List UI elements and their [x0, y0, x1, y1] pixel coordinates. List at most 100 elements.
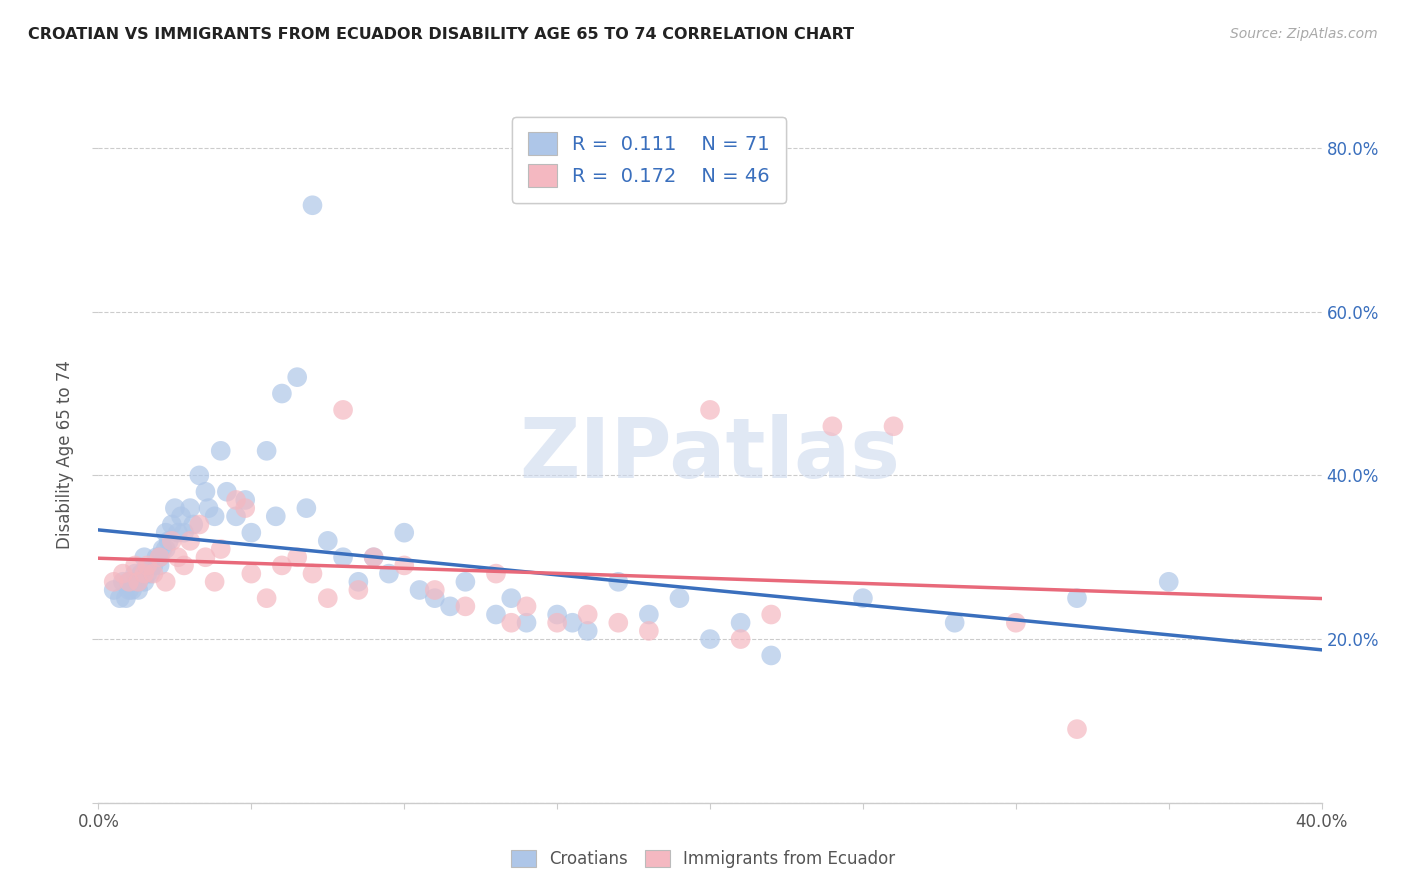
Point [163, 501, 186, 516]
Point [423, 591, 446, 606]
Point [516, 599, 538, 614]
Point [516, 615, 538, 630]
Point [378, 566, 401, 581]
Point [759, 607, 782, 622]
Point [285, 370, 308, 384]
Point [240, 566, 263, 581]
Point [1004, 615, 1026, 630]
Point [149, 550, 172, 565]
Text: Source: ZipAtlas.com: Source: ZipAtlas.com [1230, 27, 1378, 41]
Point [561, 615, 583, 630]
Point [699, 632, 721, 646]
Y-axis label: Disability Age 65 to 74: Disability Age 65 to 74 [56, 360, 75, 549]
Point [149, 550, 172, 565]
Point [316, 533, 339, 548]
Point [485, 607, 508, 622]
Point [759, 648, 782, 663]
Point [637, 607, 661, 622]
Point [155, 525, 177, 540]
Text: ZIPatlas: ZIPatlas [520, 415, 900, 495]
Point [179, 501, 201, 516]
Point [347, 582, 370, 597]
Point [204, 509, 226, 524]
Point [118, 574, 141, 589]
Point [155, 574, 177, 589]
Point [118, 574, 141, 589]
Point [332, 550, 354, 565]
Point [179, 533, 201, 548]
Point [347, 574, 370, 589]
Point [225, 509, 247, 524]
Point [173, 558, 195, 573]
Point [454, 599, 477, 614]
Point [439, 599, 461, 614]
Point [167, 525, 190, 540]
Point [316, 591, 339, 606]
Point [103, 574, 125, 589]
Point [730, 615, 752, 630]
Point [546, 615, 568, 630]
Point [1066, 722, 1088, 736]
Point [129, 566, 152, 581]
Point [142, 566, 165, 581]
Point [285, 550, 308, 565]
Legend: R =  0.111    N = 71, R =  0.172    N = 46: R = 0.111 N = 71, R = 0.172 N = 46 [512, 117, 786, 202]
Point [233, 492, 256, 507]
Point [699, 403, 721, 417]
Point [668, 591, 690, 606]
Point [454, 574, 477, 589]
Point [181, 517, 204, 532]
Point [501, 591, 523, 606]
Point [883, 419, 905, 434]
Point [134, 566, 156, 581]
Point [295, 501, 318, 516]
Point [363, 550, 385, 565]
Point [121, 582, 143, 597]
Point [209, 542, 232, 557]
Point [194, 550, 217, 565]
Point [139, 566, 162, 581]
Point [392, 558, 416, 573]
Point [332, 403, 354, 417]
Point [821, 419, 844, 434]
Point [256, 443, 278, 458]
Point [730, 632, 752, 646]
Point [256, 591, 278, 606]
Point [607, 574, 630, 589]
Point [167, 550, 190, 565]
Point [188, 468, 211, 483]
Point [149, 558, 172, 573]
Point [152, 542, 174, 557]
Point [485, 566, 508, 581]
Point [136, 566, 159, 581]
Point [103, 582, 125, 597]
Point [607, 615, 630, 630]
Point [264, 509, 287, 524]
Point [408, 582, 430, 597]
Point [108, 591, 131, 606]
Point [160, 533, 183, 548]
Point [270, 386, 292, 401]
Point [127, 574, 149, 589]
Point [546, 607, 568, 622]
Point [145, 550, 167, 565]
Point [423, 582, 446, 597]
Point [155, 542, 177, 557]
Point [301, 566, 323, 581]
Point [160, 517, 183, 532]
Point [943, 615, 966, 630]
Point [233, 501, 256, 516]
Point [204, 574, 226, 589]
Point [124, 566, 146, 581]
Point [142, 558, 165, 573]
Point [1066, 591, 1088, 606]
Point [111, 574, 134, 589]
Point [270, 558, 292, 573]
Point [852, 591, 875, 606]
Point [1157, 574, 1180, 589]
Point [188, 517, 211, 532]
Point [225, 492, 247, 507]
Point [111, 566, 134, 581]
Point [134, 550, 156, 565]
Point [576, 624, 599, 638]
